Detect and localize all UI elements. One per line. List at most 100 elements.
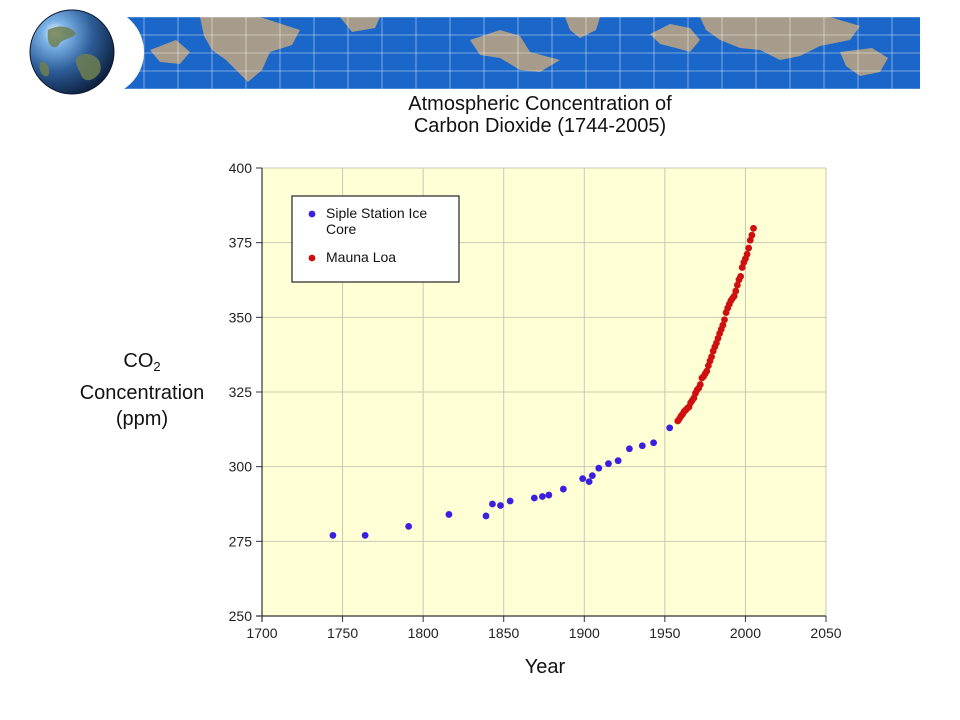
y-tick-label-400: 400 xyxy=(229,160,253,176)
data-point xyxy=(445,511,453,518)
data-point xyxy=(706,357,714,365)
y-tick-label-275: 275 xyxy=(229,533,253,549)
y-axis-label-co: CO xyxy=(123,350,154,372)
data-point xyxy=(679,410,686,418)
data-point xyxy=(614,457,622,465)
chart-title-line-2: Carbon Dioxide (1744-2005) xyxy=(413,115,667,137)
y-tick-label-375: 375 xyxy=(229,235,253,251)
legend: Siple Station Ice Core Mauna Loa xyxy=(291,195,460,283)
data-point xyxy=(730,292,738,300)
data-point xyxy=(685,403,693,411)
y-axis-label-line-3: (ppm) xyxy=(115,408,169,430)
data-point xyxy=(742,255,749,263)
x-tick-label-2000: 2000 xyxy=(730,625,761,641)
data-point xyxy=(732,287,740,295)
data-point xyxy=(737,273,744,280)
data-point xyxy=(666,424,674,432)
legend-marker-0 xyxy=(308,210,316,218)
legend-label-1: Mauna Loa xyxy=(326,249,396,265)
data-point xyxy=(693,386,701,394)
chart-title: Atmospheric Concentration of Carbon Diox… xyxy=(330,93,750,137)
earth-globe-icon xyxy=(29,9,115,95)
y-axis-label-subscript: 2 xyxy=(153,359,161,374)
data-point xyxy=(725,300,733,308)
y-tick-label-325: 325 xyxy=(229,384,253,400)
legend-box xyxy=(291,195,460,283)
data-point xyxy=(674,417,682,425)
data-point xyxy=(717,325,725,333)
data-point xyxy=(559,485,567,493)
plot-area xyxy=(262,168,826,616)
data-point xyxy=(585,478,593,485)
data-point xyxy=(733,281,741,289)
data-point xyxy=(719,321,727,329)
data-point xyxy=(506,497,514,505)
data-point xyxy=(361,531,369,539)
data-point xyxy=(482,512,490,520)
chart-title-line-1: Atmospheric Concentration of xyxy=(408,93,672,115)
series-1-points xyxy=(674,224,757,425)
data-point xyxy=(588,472,596,480)
data-points xyxy=(329,224,757,539)
data-point xyxy=(675,415,683,423)
data-point xyxy=(709,347,717,355)
data-point xyxy=(700,373,707,380)
data-point xyxy=(405,523,413,530)
data-point xyxy=(688,396,696,404)
banner-world-map xyxy=(110,17,920,89)
x-tick-label-1800: 1800 xyxy=(408,625,439,641)
data-point xyxy=(735,276,743,284)
data-point xyxy=(738,264,746,271)
data-point xyxy=(329,531,337,539)
data-point xyxy=(703,367,711,375)
data-point xyxy=(708,353,715,361)
data-point xyxy=(650,439,657,447)
data-point xyxy=(701,370,709,378)
header-banner xyxy=(29,8,920,96)
data-point xyxy=(530,494,538,502)
data-point xyxy=(724,304,732,312)
data-point xyxy=(692,389,699,397)
data-point xyxy=(698,374,706,382)
data-point xyxy=(626,445,633,453)
data-point xyxy=(746,236,754,244)
axes xyxy=(256,167,827,622)
series-0-points xyxy=(329,424,674,539)
data-point xyxy=(729,294,736,302)
data-point xyxy=(721,316,728,324)
x-tick-label-1950: 1950 xyxy=(649,625,680,641)
y-axis-label-line-2: Concentration xyxy=(79,382,205,404)
data-point xyxy=(696,381,704,388)
data-point xyxy=(690,394,698,402)
data-point xyxy=(687,399,695,407)
x-tick-label-2050: 2050 xyxy=(810,625,841,641)
y-tick-label-350: 350 xyxy=(229,309,253,325)
y-axis-label: CO2 Concentration (ppm) xyxy=(62,348,222,432)
x-tick-label-1900: 1900 xyxy=(569,625,600,641)
y-axis-label-line-1: CO2 xyxy=(62,348,222,380)
data-point xyxy=(545,491,553,499)
tick-labels: 1700 1750 1800 1850 1900 1950 2000 2050 250 275 30… xyxy=(229,160,842,641)
data-point xyxy=(716,330,724,337)
data-point xyxy=(727,297,735,305)
data-point xyxy=(684,404,691,412)
data-point xyxy=(677,412,685,420)
data-point xyxy=(743,250,751,258)
data-point xyxy=(745,244,753,252)
grid-lines xyxy=(262,168,826,616)
data-point xyxy=(713,339,720,347)
y-tick-label-250: 250 xyxy=(229,608,253,624)
x-tick-label-1700: 1700 xyxy=(246,625,277,641)
data-point xyxy=(605,460,612,468)
data-point xyxy=(722,309,730,316)
data-point xyxy=(711,343,719,351)
data-point xyxy=(748,231,756,239)
x-tick-label-1850: 1850 xyxy=(488,625,519,641)
data-point xyxy=(750,224,757,232)
data-point xyxy=(680,408,688,415)
data-point xyxy=(538,493,546,500)
data-point xyxy=(489,500,496,508)
data-point xyxy=(638,442,646,450)
legend-marker-1 xyxy=(308,254,316,262)
data-point xyxy=(714,334,722,342)
